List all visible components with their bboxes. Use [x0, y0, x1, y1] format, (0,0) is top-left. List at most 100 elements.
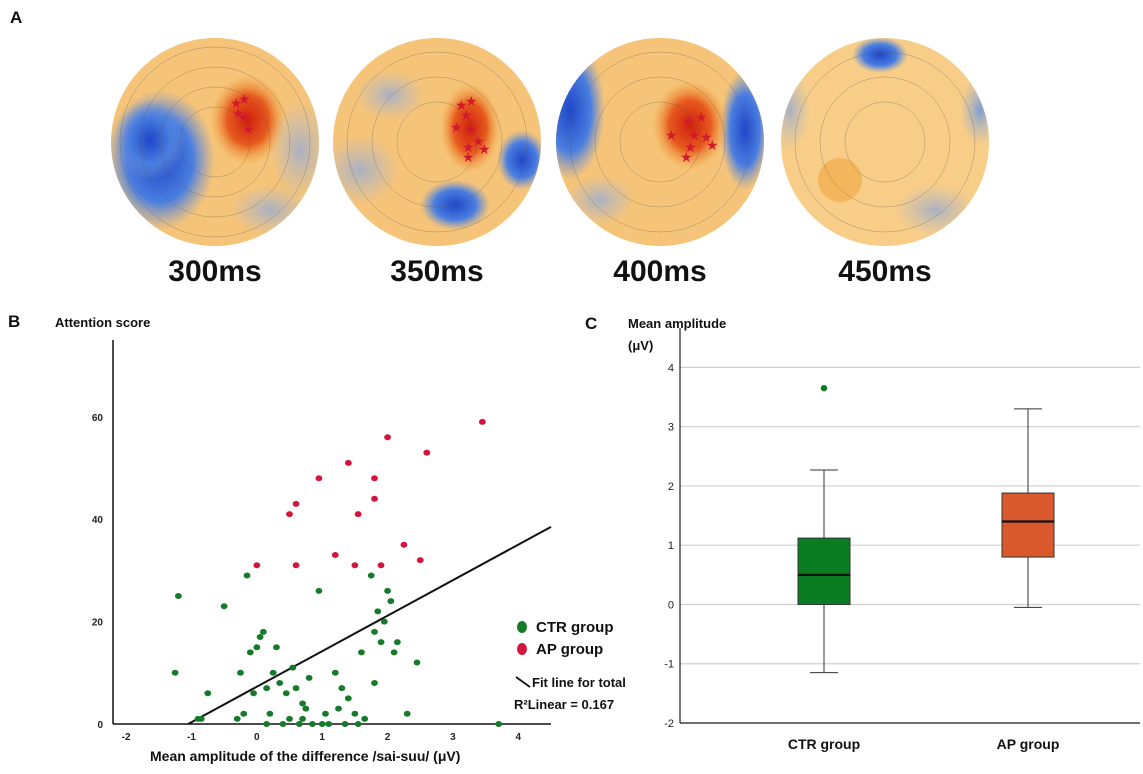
ap-point — [286, 511, 293, 518]
ap-point — [351, 562, 359, 569]
legend-marker-ap — [517, 643, 527, 655]
box-category-ap: AP group — [997, 736, 1060, 752]
svg-text:★: ★ — [700, 130, 713, 146]
svg-text:★: ★ — [238, 92, 251, 108]
electrode-stars-350: ★★★★ ★★★ ★★ — [450, 94, 491, 166]
ctr-point — [197, 715, 205, 722]
ctr-point — [289, 664, 297, 671]
ctr-point — [204, 690, 212, 697]
ctr-point — [390, 649, 398, 656]
box-y-axis-title-line1: Mean amplitude — [628, 316, 727, 331]
box-category-ctr: CTR group — [788, 736, 860, 752]
ctr-point — [371, 628, 378, 635]
scatter-x-tick-label: -2 — [122, 732, 131, 743]
ctr-point — [256, 633, 264, 640]
ctr-point — [371, 680, 378, 687]
box-y-tick-label: -1 — [664, 659, 674, 671]
ctr-point — [246, 649, 254, 656]
ctr-point — [354, 721, 362, 727]
ctr-point — [393, 639, 401, 646]
svg-text:★: ★ — [682, 114, 695, 130]
ctr-point — [374, 608, 382, 615]
scatter-x-tick-label: 4 — [516, 732, 522, 743]
ctr-point — [413, 659, 421, 666]
ctr-point — [259, 628, 267, 635]
ap-point — [371, 475, 378, 482]
box-y-tick-label: 4 — [668, 362, 674, 374]
ctr-point — [322, 710, 329, 717]
ctr-point — [377, 639, 385, 646]
legend-label-fit: Fit line for total — [532, 675, 626, 690]
legend-marker-ctr — [517, 621, 527, 633]
ctr-point — [220, 603, 228, 610]
svg-text:★: ★ — [665, 128, 678, 144]
ap-point — [344, 459, 352, 466]
ctr-point — [295, 721, 303, 727]
svg-text:★: ★ — [472, 134, 485, 150]
svg-text:★: ★ — [450, 120, 463, 136]
box-y-tick-label: -2 — [664, 718, 674, 730]
svg-text:★: ★ — [462, 150, 475, 166]
svg-text:★: ★ — [680, 150, 693, 166]
ap-point — [423, 449, 431, 456]
ctr-point — [403, 710, 411, 717]
ap-point — [253, 562, 261, 569]
ap-point — [315, 475, 323, 482]
ctr-point — [325, 721, 333, 727]
ctr-point — [266, 710, 274, 717]
ap-point — [331, 552, 339, 559]
box-outlier — [820, 384, 828, 392]
ctr-point — [299, 700, 306, 707]
ctr-point — [305, 674, 313, 681]
ctr-point — [338, 685, 346, 692]
svg-text:★: ★ — [462, 140, 475, 156]
ctr-point — [276, 680, 284, 687]
panel-letter-a: A — [10, 8, 23, 27]
scatter-x-tick-label: -1 — [187, 732, 196, 743]
box-y-tick-label: 1 — [668, 540, 674, 552]
svg-text:★: ★ — [695, 110, 708, 126]
ctr-point — [250, 690, 257, 697]
scatter-y-tick-label: 60 — [92, 413, 104, 424]
ctr-point — [292, 685, 300, 692]
ctr-point — [279, 721, 287, 727]
ctr-point — [263, 721, 271, 727]
box-y-axis-title-line2: (μV) — [628, 338, 654, 353]
ctr-point — [233, 715, 241, 722]
ctr-point — [335, 705, 342, 712]
scatter-x-tick-label: 0 — [254, 732, 260, 743]
box-ap — [1001, 492, 1055, 558]
topomap-300ms: ★★★★★ — [111, 38, 319, 246]
svg-text:★: ★ — [242, 122, 255, 138]
svg-text:★: ★ — [465, 94, 478, 110]
box-y-tick-label: 3 — [668, 422, 674, 434]
scatter-x-axis-title: Mean amplitude of the difference /sai-su… — [150, 748, 461, 764]
ctr-point — [318, 721, 326, 727]
ap-point — [416, 557, 424, 564]
topomap-label-300ms: 300ms — [168, 255, 262, 288]
ctr-point — [263, 685, 271, 692]
ctr-point — [358, 649, 365, 656]
scatter-y-tick-label: 40 — [92, 515, 104, 526]
scatter-x-tick-label: 1 — [319, 732, 325, 743]
scatter-y-axis-title: Attention score — [55, 315, 151, 330]
ap-point — [377, 562, 385, 569]
ap-point — [354, 511, 362, 518]
legend-label-r2: R²Linear = 0.167 — [514, 697, 614, 712]
svg-text:★: ★ — [230, 96, 243, 112]
topomap-label-400ms: 400ms — [613, 255, 707, 288]
ctr-point — [344, 695, 352, 702]
box-y-tick-label: 0 — [668, 599, 674, 611]
legend-label-ap: AP group — [536, 641, 603, 658]
ap-point — [371, 495, 378, 502]
ctr-point — [495, 721, 503, 727]
ctr-point — [273, 644, 280, 651]
ctr-point — [286, 715, 293, 722]
topomap-label-450ms: 450ms — [838, 255, 932, 288]
topomap-450ms — [781, 38, 989, 246]
ctr-point — [237, 669, 244, 676]
svg-text:★: ★ — [238, 110, 251, 126]
svg-text:★: ★ — [232, 106, 245, 122]
panel-letter-c: C — [585, 314, 598, 333]
